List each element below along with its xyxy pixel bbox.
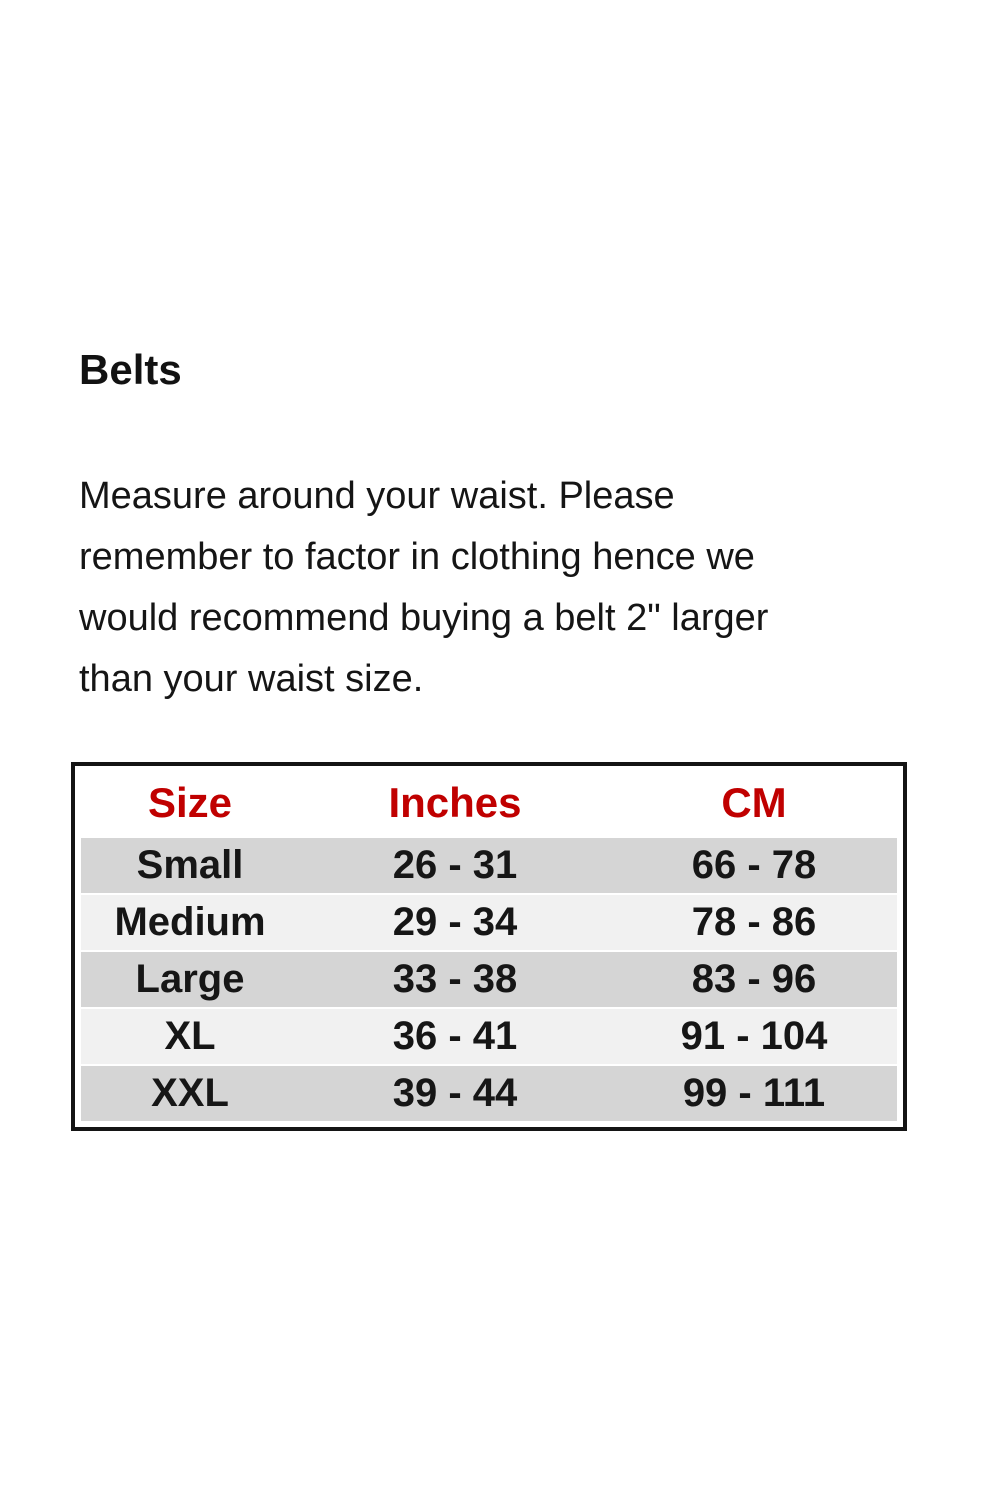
intro-line-1: Measure around your waist. Please (79, 475, 675, 517)
size-cell: XXL (81, 1066, 299, 1123)
table-row-medium: Medium 29 - 34 78 - 86 (81, 895, 897, 952)
inches-cell: 39 - 44 (299, 1066, 611, 1123)
column-header-cm: CM (611, 766, 897, 838)
column-header-size: Size (81, 766, 299, 838)
table-row-xl: XL 36 - 41 91 - 104 (81, 1009, 897, 1066)
cm-cell: 78 - 86 (611, 895, 897, 952)
intro-paragraph: Measure around your waist. Please rememb… (79, 466, 768, 710)
intro-line-3: would recommend buying a belt 2" larger (79, 597, 769, 639)
cm-cell: 83 - 96 (611, 952, 897, 1009)
size-cell: Medium (81, 895, 299, 952)
size-cell: Large (81, 952, 299, 1009)
column-header-inches: Inches (299, 766, 611, 838)
cm-cell: 91 - 104 (611, 1009, 897, 1066)
table-row-xxl: XXL 39 - 44 99 - 111 (81, 1066, 897, 1123)
size-cell: XL (81, 1009, 299, 1066)
table-row-large: Large 33 - 38 83 - 96 (81, 952, 897, 1009)
page-title: Belts (79, 346, 182, 393)
cm-cell: 66 - 78 (611, 838, 897, 895)
table-row-small: Small 26 - 31 66 - 78 (81, 838, 897, 895)
size-cell: Small (81, 838, 299, 895)
inches-cell: 26 - 31 (299, 838, 611, 895)
table-header-row: Size Inches CM (81, 766, 897, 838)
belt-size-table: Size Inches CM Small 26 - 31 66 - 78 Med… (71, 762, 907, 1131)
intro-line-4: than your waist size. (79, 658, 424, 700)
inches-cell: 36 - 41 (299, 1009, 611, 1066)
inches-cell: 29 - 34 (299, 895, 611, 952)
intro-line-2: remember to factor in clothing hence we (79, 536, 755, 578)
inches-cell: 33 - 38 (299, 952, 611, 1009)
cm-cell: 99 - 111 (611, 1066, 897, 1123)
